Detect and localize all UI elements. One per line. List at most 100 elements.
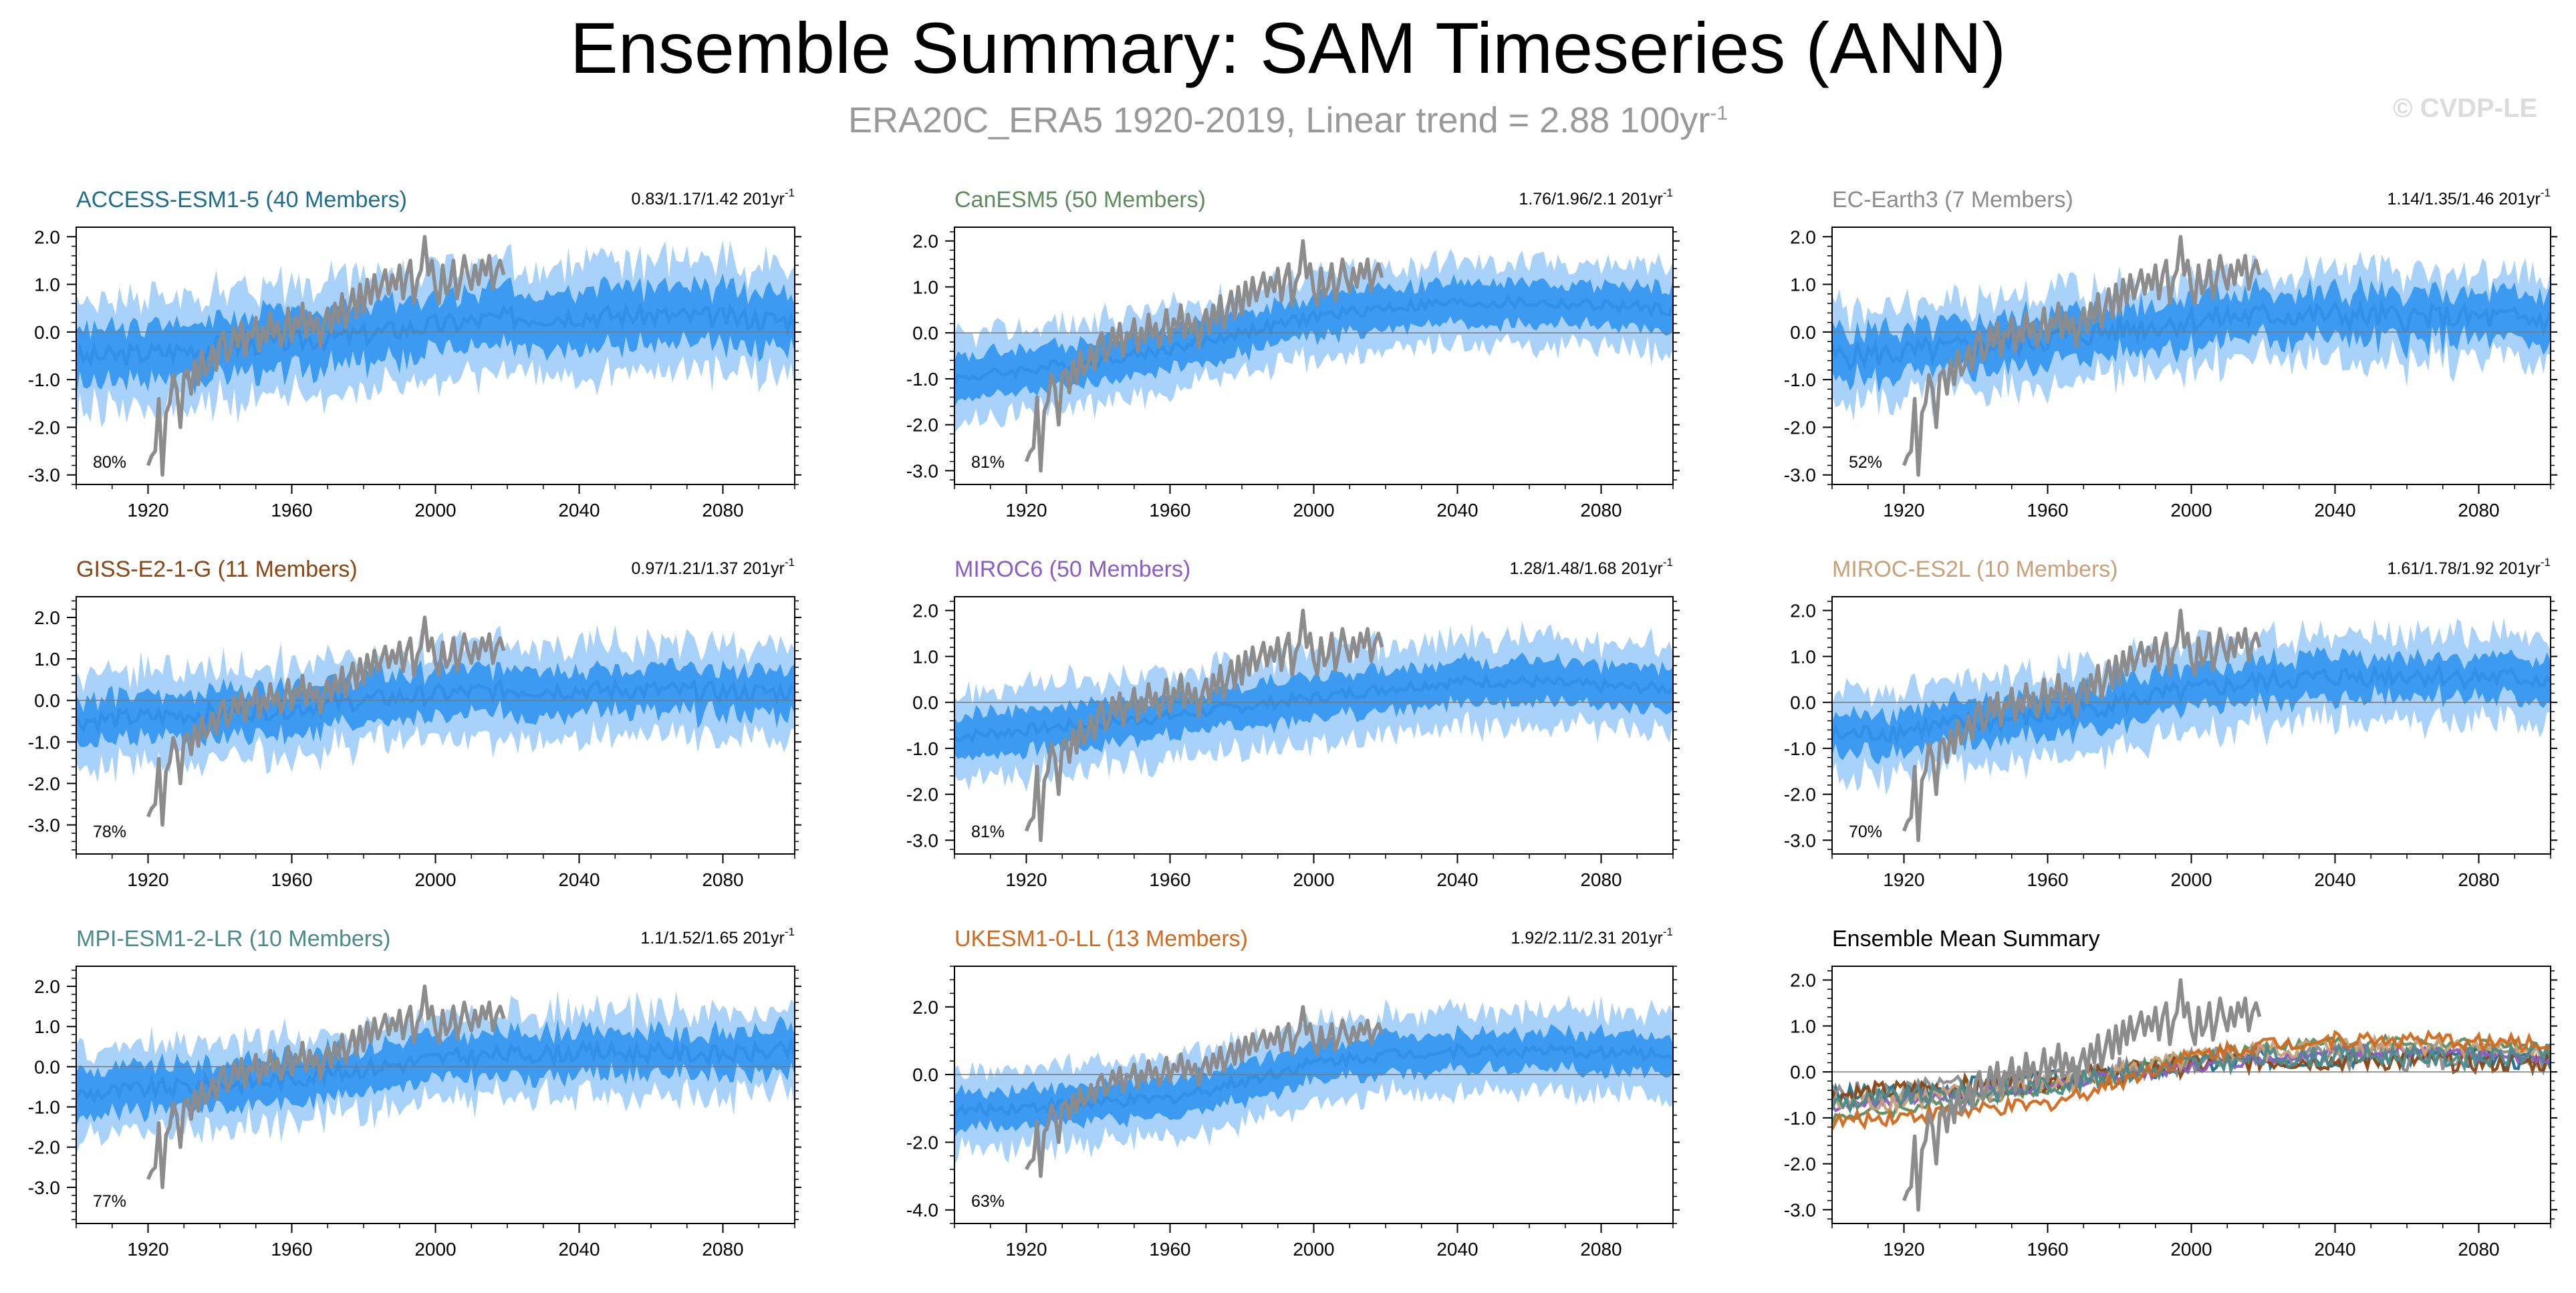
x-tick-label: 2000 bbox=[2170, 1239, 2212, 1260]
y-tick-label: -3.0 bbox=[1784, 830, 1816, 851]
percent-label: 81% bbox=[971, 823, 1005, 841]
x-tick-label: 2040 bbox=[2314, 500, 2355, 521]
y-tick-label: 2.0 bbox=[34, 976, 60, 997]
percent-label: 63% bbox=[971, 1192, 1005, 1211]
y-tick-label: 1.0 bbox=[912, 646, 938, 667]
x-tick-label: 1920 bbox=[1005, 869, 1047, 890]
x-tick-label: 1960 bbox=[2027, 869, 2068, 890]
panel-title: MPI-ESM1-2-LR (10 Members) bbox=[76, 926, 390, 952]
inner-spread-band bbox=[76, 1016, 795, 1127]
inner-spread-band bbox=[76, 273, 795, 399]
x-tick-label: 2080 bbox=[2458, 500, 2499, 521]
y-tick-label: -3.0 bbox=[28, 1177, 60, 1198]
x-tick-label: 1960 bbox=[271, 1239, 312, 1260]
panel-trend: 1.92/2.11/2.31 201yr-1 bbox=[1511, 925, 1673, 948]
x-tick-label: 1920 bbox=[1883, 1239, 1924, 1260]
x-tick-label: 1960 bbox=[1149, 1239, 1190, 1260]
panel-title: CanESM5 (50 Members) bbox=[954, 187, 1206, 212]
y-tick-label: 0.0 bbox=[1790, 322, 1816, 343]
panel-trend: 1.76/1.96/2.1 201yr-1 bbox=[1519, 186, 1673, 208]
y-tick-label: 1.0 bbox=[1790, 275, 1816, 295]
ensemble-mean-line bbox=[76, 302, 795, 368]
y-tick-label: 0.0 bbox=[912, 323, 938, 343]
y-tick-label: -3.0 bbox=[28, 465, 60, 486]
x-tick-label: 2040 bbox=[1436, 869, 1478, 890]
observation-line bbox=[146, 615, 506, 827]
panel-3: EC-Earth3 (7 Members) 1.14/1.35/1.46 201y… bbox=[1784, 186, 2557, 521]
y-tick-label: 1.0 bbox=[1790, 646, 1816, 667]
y-tick-label: 0.0 bbox=[34, 322, 60, 343]
inner-spread-band bbox=[954, 273, 1673, 408]
y-tick-label: 2.0 bbox=[1790, 227, 1816, 247]
panel-1: ACCESS-ESM1-5 (40 Members) 0.83/1.17/1.42… bbox=[28, 186, 801, 521]
x-tick-label: 1920 bbox=[127, 869, 168, 890]
percent-label: 52% bbox=[1849, 453, 1882, 472]
figure-subtitle: ERA20C_ERA5 1920-2019, Linear trend = 2.… bbox=[0, 99, 2576, 142]
ensemble-mean-line bbox=[1832, 298, 2551, 371]
panel-title: EC-Earth3 (7 Members) bbox=[1832, 187, 2073, 212]
x-tick-label: 1920 bbox=[1883, 500, 1924, 521]
y-tick-label: -1.0 bbox=[28, 1097, 60, 1118]
x-tick-label: 1920 bbox=[1005, 500, 1047, 521]
observation-line bbox=[146, 984, 506, 1189]
observation-line bbox=[1025, 1005, 1384, 1178]
percent-label: 81% bbox=[971, 453, 1005, 472]
x-tick-label: 2080 bbox=[2458, 869, 2499, 890]
x-tick-label: 2000 bbox=[414, 869, 456, 890]
ensemble-mean-line bbox=[1832, 662, 2551, 746]
x-tick-label: 1960 bbox=[2027, 1239, 2068, 1260]
inner-spread-band bbox=[1832, 275, 2551, 394]
panel-8: UKESM1-0-LL (13 Members) 1.92/2.11/2.31 2… bbox=[906, 925, 1680, 1260]
observation-line bbox=[146, 235, 506, 477]
y-tick-label: 1.0 bbox=[1790, 1016, 1816, 1036]
x-tick-label: 2080 bbox=[1580, 1239, 1622, 1260]
panel-trend: 1.61/1.78/1.92 201yr-1 bbox=[2388, 556, 2551, 578]
x-tick-label: 1960 bbox=[271, 869, 312, 890]
y-tick-label: -3.0 bbox=[28, 815, 60, 836]
percent-label: 78% bbox=[93, 823, 126, 841]
panel-trend: 0.97/1.21/1.37 201yr-1 bbox=[632, 556, 795, 578]
panel-5: MIROC6 (50 Members) 1.28/1.48/1.68 201yr-… bbox=[906, 556, 1680, 890]
y-tick-label: -2.0 bbox=[1784, 1154, 1816, 1175]
y-tick-label: 2.0 bbox=[34, 227, 60, 247]
y-tick-label: 1.0 bbox=[912, 277, 938, 297]
panel-6: MIROC-ES2L (10 Members) 1.61/1.78/1.92 20… bbox=[1784, 556, 2557, 890]
summary-line-7 bbox=[1832, 1041, 2551, 1115]
panel-4: GISS-E2-1-G (11 Members) 0.97/1.21/1.37 2… bbox=[28, 556, 801, 890]
y-tick-label: 0.0 bbox=[1790, 1062, 1816, 1083]
y-tick-label: 2.0 bbox=[912, 997, 938, 1018]
plot-area bbox=[1832, 978, 2551, 1212]
subtitle-superscript: -1 bbox=[1710, 102, 1728, 124]
x-tick-label: 2040 bbox=[2314, 869, 2355, 890]
x-tick-label: 2040 bbox=[558, 500, 600, 521]
x-tick-label: 1920 bbox=[1005, 1239, 1047, 1260]
y-tick-label: 2.0 bbox=[34, 607, 60, 628]
y-tick-label: 0.0 bbox=[912, 1064, 938, 1085]
y-tick-label: 0.0 bbox=[1790, 692, 1816, 713]
y-tick-label: 0.0 bbox=[34, 1056, 60, 1077]
x-tick-label: 2000 bbox=[1293, 1239, 1334, 1260]
y-tick-label: -1.0 bbox=[28, 370, 60, 390]
inner-spread-band bbox=[954, 652, 1673, 761]
plot-area bbox=[76, 615, 795, 827]
observation-line bbox=[1024, 239, 1384, 473]
plot-area bbox=[954, 239, 1673, 473]
y-tick-label: -3.0 bbox=[906, 830, 938, 851]
x-tick-label: 2000 bbox=[1293, 869, 1334, 890]
x-tick-label: 2080 bbox=[1580, 500, 1622, 521]
y-tick-label: 1.0 bbox=[34, 1016, 60, 1037]
percent-label: 70% bbox=[1849, 823, 1882, 841]
panel-2: CanESM5 (50 Members) 1.76/1.96/2.1 201yr-… bbox=[906, 186, 1680, 521]
plot-area bbox=[954, 608, 1673, 843]
panel-trend: 0.83/1.17/1.42 201yr-1 bbox=[632, 186, 795, 208]
percent-label: 80% bbox=[93, 453, 126, 472]
y-tick-label: -1.0 bbox=[1784, 1108, 1816, 1129]
figure-title: Ensemble Summary: SAM Timeseries (ANN) bbox=[569, 7, 2007, 88]
panel-title: UKESM1-0-LL (13 Members) bbox=[954, 926, 1248, 952]
x-tick-label: 2040 bbox=[2314, 1239, 2355, 1260]
x-tick-label: 2080 bbox=[702, 500, 743, 521]
ensemble-mean-line bbox=[76, 678, 795, 735]
y-tick-label: -1.0 bbox=[28, 732, 60, 752]
x-tick-label: 1960 bbox=[1149, 869, 1190, 890]
y-tick-label: 2.0 bbox=[912, 231, 938, 252]
